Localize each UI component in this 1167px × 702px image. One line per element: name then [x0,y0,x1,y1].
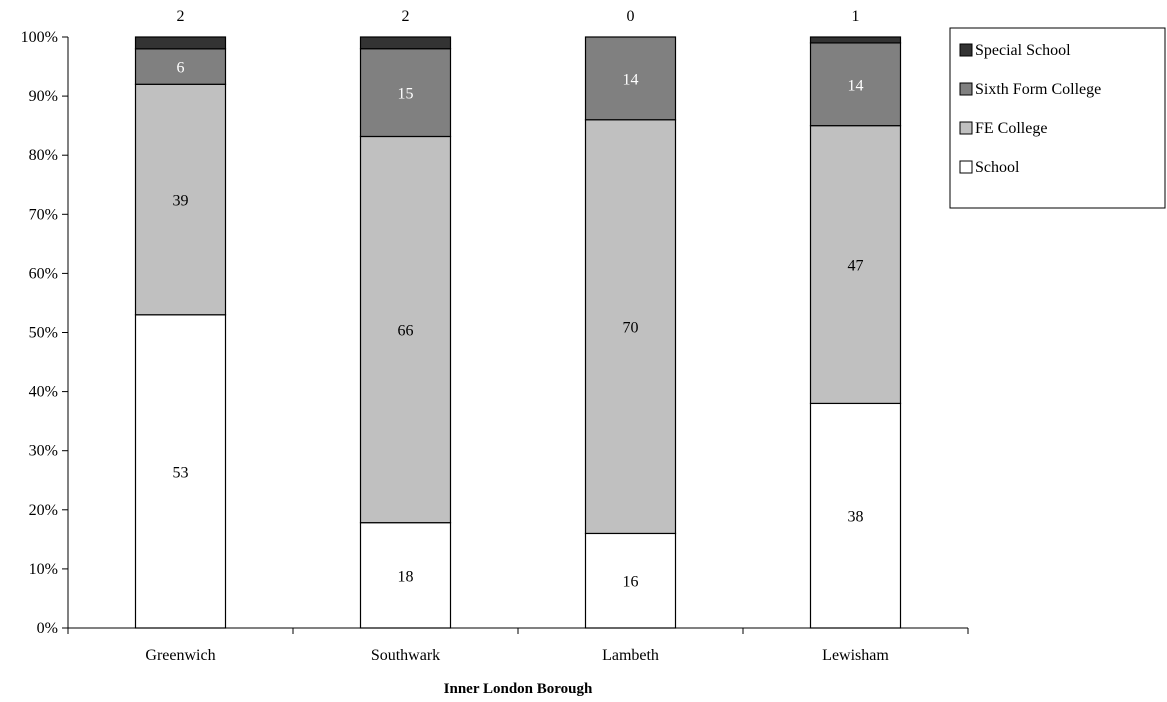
data-label-southwark-school: 18 [398,568,414,585]
axes: 0% 10% 20% 30% 40% 50% 60% 70% 80% 90% 100% Greenwi… [21,29,969,664]
bar-lambeth-fe-college [584,119,677,535]
y-tick-label: 100% [21,29,58,46]
bar-lewisham-special-school [809,36,902,44]
y-tick-label: 70% [29,206,58,223]
bar-southwark-sixth-form-college [359,48,452,138]
data-labels: 53 39 6 2 18 66 15 2 16 70 14 0 38 47 14 1 [173,8,864,591]
bar-lambeth-school [584,532,677,629]
data-label-greenwich-school: 53 [173,464,189,481]
x-tick-label-greenwich: Greenwich [145,647,215,664]
bar-lewisham-fe-college [809,125,902,405]
bar-lewisham-school [809,402,902,629]
legend-swatch-fe-college [959,121,973,135]
y-tick-label: 10% [29,561,58,578]
bar-southwark-special-school [359,36,452,50]
x-tick-label-southwark: Southwark [371,647,440,664]
legend-label-fe-college: FE College [975,120,1047,137]
data-label-lewisham-sixth-form-college: 14 [848,77,864,94]
bar-lambeth-sixth-form-college [584,36,677,121]
y-tick-label: 60% [29,265,58,282]
legend-label-special-school: Special School [975,42,1071,59]
data-label-lambeth-special-school: 0 [627,8,635,25]
legend-swatch-school [959,160,973,174]
data-label-southwark-fe-college: 66 [398,323,414,340]
bar-greenwich-fe-college [134,83,227,316]
bars [134,36,902,629]
bar-southwark-school [359,522,452,629]
y-tick-label: 90% [29,88,58,105]
data-label-southwark-special-school: 2 [402,8,410,25]
data-label-lambeth-school: 16 [623,574,639,591]
data-label-greenwich-special-school: 2 [177,8,185,25]
x-tick-label-lewisham: Lewisham [822,647,889,664]
data-label-southwark-sixth-form-college: 15 [398,86,414,103]
x-tick-label-lambeth: Lambeth [602,647,659,664]
data-label-lewisham-fe-college: 47 [848,258,864,275]
data-label-lambeth-sixth-form-college: 14 [623,71,639,88]
bar-southwark-fe-college [359,135,452,524]
y-tick-label: 80% [29,147,58,164]
y-tick-label: 0% [37,620,58,637]
y-tick-label: 40% [29,384,58,401]
legend-box [949,27,1166,209]
legend-swatch-special-school [959,43,973,57]
data-label-lewisham-school: 38 [848,509,864,526]
y-tick-label: 30% [29,443,58,460]
x-axis-title: Inner London Borough [444,681,593,697]
legend-swatch-sixth-form-college [959,82,973,96]
bar-greenwich-sixth-form-college [134,48,227,85]
data-label-lewisham-special-school: 1 [852,8,860,25]
y-tick-label: 50% [29,325,58,342]
bar-greenwich-special-school [134,36,227,50]
legend: Special School Sixth Form College FE Colle… [949,27,1166,209]
legend-label-sixth-form-college: Sixth Form College [975,81,1101,98]
data-label-greenwich-sixth-form-college: 6 [177,60,185,77]
legend-label-school: School [975,159,1020,176]
y-tick-label: 20% [29,502,58,519]
data-label-greenwich-fe-college: 39 [173,193,189,210]
bar-lewisham-sixth-form-college [809,42,902,127]
data-label-lambeth-fe-college: 70 [623,320,639,337]
